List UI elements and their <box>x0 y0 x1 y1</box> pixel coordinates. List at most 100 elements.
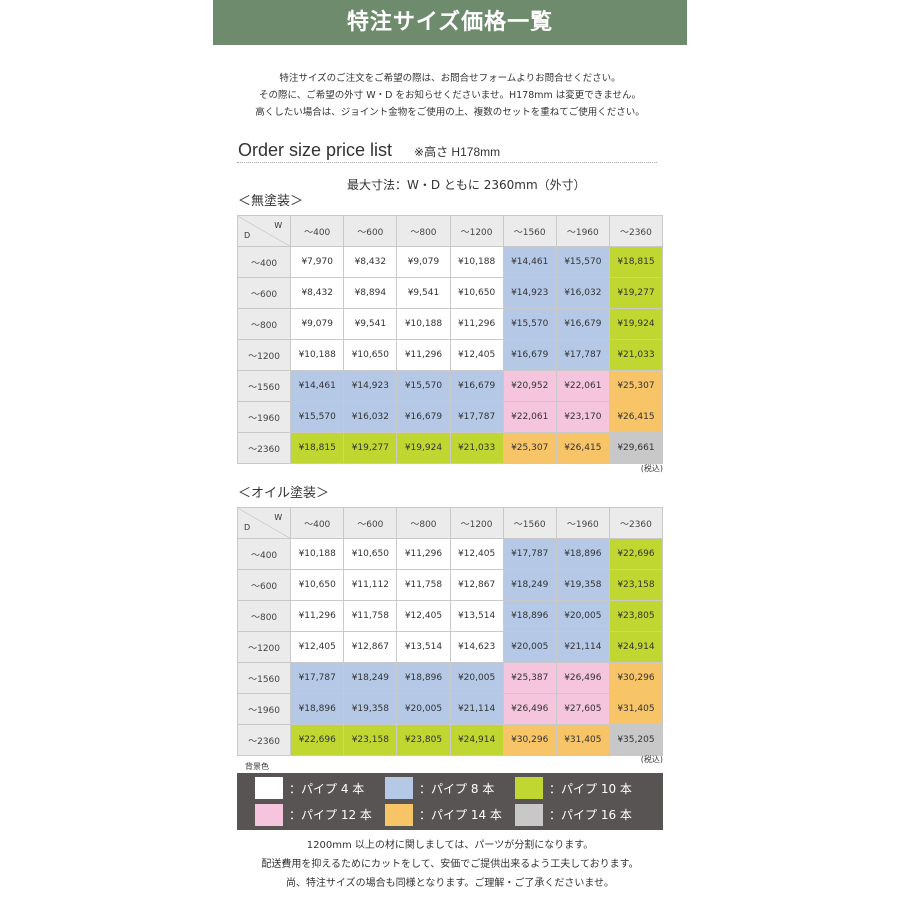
row-header: ～1960 <box>236 693 292 725</box>
intro-text: 特注サイズのご注文をご希望の際は、お問合せフォームよりお問合せください。 その際… <box>213 70 687 121</box>
price-cell: ¥17,787 <box>449 401 504 433</box>
price-cell: ¥9,541 <box>343 308 398 340</box>
price-cell: ¥16,679 <box>449 370 504 402</box>
price-cell: ¥15,570 <box>502 308 557 340</box>
page-title: 特注サイズ価格一覧 <box>213 0 687 45</box>
price-cell: ¥16,679 <box>396 401 451 433</box>
table-row: ～1200 ¥12,405 ¥12,867 ¥13,514 ¥14,623 ¥20,005… <box>236 631 664 663</box>
col-header: ～600 <box>343 507 398 539</box>
legend-item: ：パイプ 10 本 <box>515 777 645 800</box>
footer-line: 配送費用を抑えるためにカットをして、安価でご提供出来るよう工夫しております。 <box>261 859 639 870</box>
price-cell: ¥30,296 <box>502 724 557 756</box>
price-cell: ¥23,170 <box>555 401 610 433</box>
row-header: ～2360 <box>236 432 292 464</box>
price-cell: ¥9,079 <box>396 246 451 278</box>
price-cell: ¥10,188 <box>396 308 451 340</box>
price-cell: ¥21,114 <box>449 693 504 725</box>
price-table-unpainted: W D ～400 ～600 ～800 ～1200 ～1560 ～1960 ～2360 ～400 ¥7… <box>236 215 664 464</box>
price-cell: ¥8,432 <box>343 246 398 278</box>
price-cell: ¥20,005 <box>502 631 557 663</box>
table-row: ～2360 ¥22,696 ¥23,158 ¥23,805 ¥24,914 ¥30,296… <box>236 724 664 756</box>
price-cell: ¥8,894 <box>343 277 398 309</box>
price-cell: ¥11,112 <box>343 569 398 601</box>
price-cell: ¥23,158 <box>343 724 398 756</box>
header-row: W D ～400 ～600 ～800 ～1200 ～1560 ～1960 ～2360 <box>236 507 664 539</box>
section-title-oil: ＜オイル塗装＞ <box>238 486 330 501</box>
price-cell: ¥13,514 <box>396 631 451 663</box>
col-header: ～400 <box>290 215 345 247</box>
price-cell: ¥26,415 <box>555 432 610 464</box>
price-cell: ¥18,896 <box>396 662 451 694</box>
table-row: ～400 ¥10,188 ¥10,650 ¥11,296 ¥12,405 ¥17,787 ¥… <box>236 538 664 570</box>
col-header: ～400 <box>290 507 345 539</box>
legend-swatch <box>515 777 543 800</box>
row-header: ～2360 <box>236 724 292 756</box>
price-cell: ¥9,079 <box>290 308 345 340</box>
price-cell: ¥22,061 <box>555 370 610 402</box>
col-header: ～1960 <box>555 215 610 247</box>
price-cell: ¥25,307 <box>608 370 664 402</box>
price-cell: ¥11,758 <box>396 569 451 601</box>
color-legend: ：パイプ 4 本 ：パイプ 8 本 ：パイプ 10 本 ：パイプ 12 本 ：パイプ 1… <box>237 773 663 830</box>
price-cell: ¥15,570 <box>396 370 451 402</box>
row-header: ～400 <box>236 538 292 570</box>
price-cell: ¥10,650 <box>343 538 398 570</box>
price-cell: ¥14,623 <box>449 631 504 663</box>
col-header: ～2360 <box>608 215 664 247</box>
row-header: ～600 <box>236 569 292 601</box>
price-cell: ¥19,358 <box>555 569 610 601</box>
col-header: ～600 <box>343 215 398 247</box>
price-cell: ¥11,296 <box>449 308 504 340</box>
price-cell: ¥31,405 <box>608 693 664 725</box>
row-header: ～1200 <box>236 631 292 663</box>
price-cell: ¥30,296 <box>608 662 664 694</box>
tax-note: (税込) <box>640 464 663 473</box>
order-title-text: Order size price list <box>238 140 393 160</box>
price-cell: ¥12,867 <box>449 569 504 601</box>
legend-swatch <box>515 803 543 826</box>
price-cell: ¥11,758 <box>343 600 398 632</box>
table-row: ～800 ¥11,296 ¥11,758 ¥12,405 ¥13,514 ¥18,896 ¥… <box>236 600 664 632</box>
price-cell: ¥29,661 <box>608 432 664 464</box>
price-cell: ¥25,387 <box>502 662 557 694</box>
table-row: ～1560 ¥17,787 ¥18,249 ¥18,896 ¥20,005 ¥25,387… <box>236 662 664 694</box>
price-cell: ¥14,923 <box>502 277 557 309</box>
price-cell: ¥26,496 <box>555 662 610 694</box>
price-cell: ¥21,033 <box>608 339 664 371</box>
footer-line: 1200mm 以上の材に関しましては、パーツが分割になります。 <box>306 840 594 851</box>
price-cell: ¥24,914 <box>608 631 664 663</box>
price-cell: ¥26,496 <box>502 693 557 725</box>
legend-text: ：パイプ 16 本 <box>549 808 632 823</box>
price-cell: ¥17,787 <box>555 339 610 371</box>
footer-notes: 1200mm 以上の材に関しましては、パーツが分割になります。 配送費用を抑える… <box>213 836 687 893</box>
intro-line: 特注サイズのご注文をご希望の際は、お問合せフォームよりお問合せください。 <box>279 73 621 84</box>
price-cell: ¥21,114 <box>555 631 610 663</box>
price-cell: ¥11,296 <box>396 538 451 570</box>
table-row: ～400 ¥7,970 ¥8,432 ¥9,079 ¥10,188 ¥14,461 ¥15,… <box>236 246 664 278</box>
col-header: ～1200 <box>449 507 504 539</box>
price-cell: ¥23,158 <box>608 569 664 601</box>
legend-label: 背景色 <box>245 762 269 771</box>
price-cell: ¥22,696 <box>608 538 664 570</box>
price-cell: ¥26,415 <box>608 401 664 433</box>
price-cell: ¥19,924 <box>608 308 664 340</box>
table-row: ～1560 ¥14,461 ¥14,923 ¥15,570 ¥16,679 ¥20,952… <box>236 370 664 402</box>
legend-text: ：パイプ 10 本 <box>549 781 632 796</box>
col-header: ～1560 <box>502 215 557 247</box>
col-header: ～800 <box>396 215 451 247</box>
legend-swatch <box>385 777 413 800</box>
price-cell: ¥13,514 <box>449 600 504 632</box>
legend-item: ：パイプ 14 本 <box>385 803 515 827</box>
price-cell: ¥31,405 <box>555 724 610 756</box>
row-header: ～600 <box>236 277 292 309</box>
price-cell: ¥14,461 <box>502 246 557 278</box>
row-header: ～400 <box>236 246 292 278</box>
price-cell: ¥10,650 <box>343 339 398 371</box>
price-cell: ¥12,405 <box>396 600 451 632</box>
table-row: ～600 ¥10,650 ¥11,112 ¥11,758 ¥12,867 ¥18,249 ¥… <box>236 569 664 601</box>
price-cell: ¥18,249 <box>343 662 398 694</box>
row-header: ～800 <box>236 308 292 340</box>
price-cell: ¥11,296 <box>290 600 345 632</box>
corner-d: D <box>244 231 251 240</box>
